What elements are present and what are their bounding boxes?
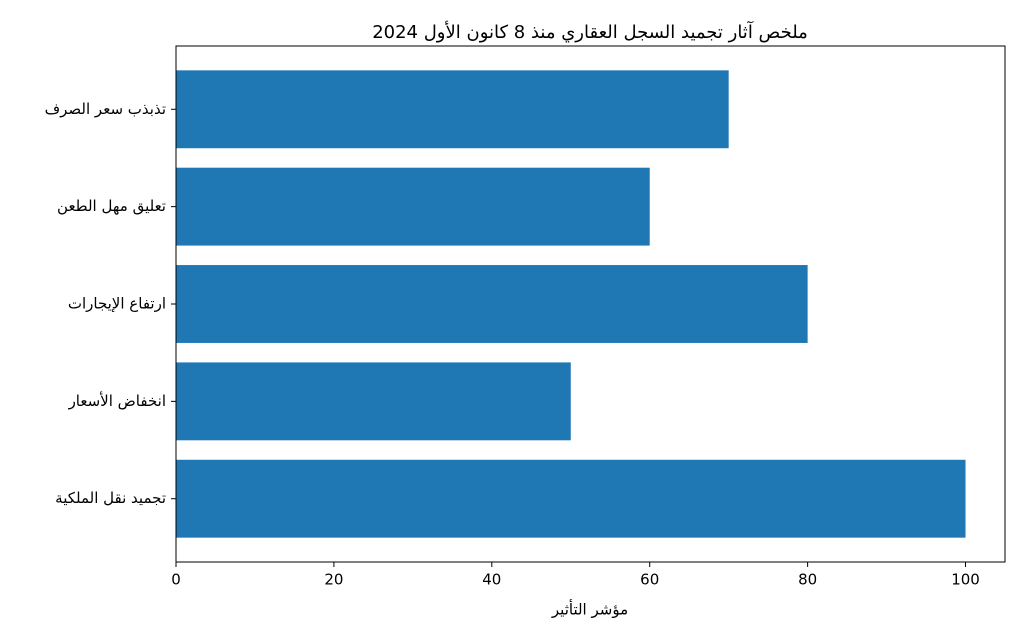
- x-tick-label: 100: [951, 571, 980, 589]
- y-tick-label: تعليق مهل الطعن: [57, 197, 166, 215]
- plot-frame: [175, 45, 1006, 563]
- y-tick-label: تذبذب سعر الصرف: [45, 100, 166, 118]
- chart-title: ملخص آثار تجميد السجل العقاري منذ 8 كانو…: [372, 20, 808, 43]
- bar: [176, 70, 729, 149]
- bar: [176, 459, 966, 538]
- x-tick-label: 0: [171, 571, 181, 589]
- bar: [176, 362, 571, 441]
- y-tick-label: انخفاض الأسعار: [68, 391, 166, 410]
- y-tick-label: ارتفاع الإيجارات: [68, 295, 166, 313]
- x-tick-label: 40: [482, 571, 501, 589]
- bar: [176, 167, 650, 246]
- x-axis-label: مؤشر التأثير: [551, 599, 628, 619]
- x-tick-label: 60: [640, 571, 659, 589]
- x-tick-label: 20: [324, 571, 343, 589]
- x-tick-label: 80: [798, 571, 817, 589]
- y-tick-label: تجميد نقل الملكية: [55, 489, 166, 507]
- bar: [176, 265, 808, 343]
